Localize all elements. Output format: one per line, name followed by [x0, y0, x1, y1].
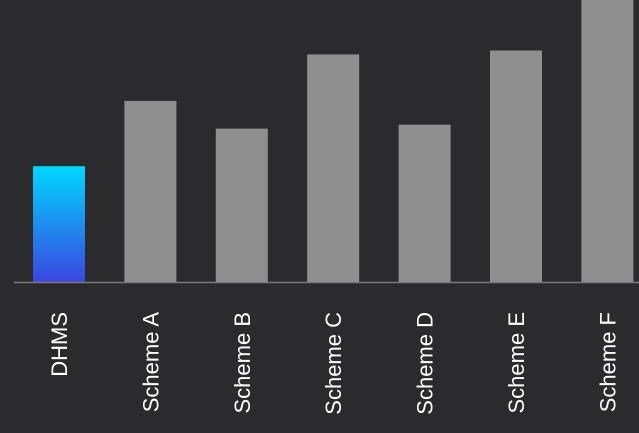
category-label-dhms: DHMS [47, 312, 72, 377]
bar-scheme-b [215, 128, 268, 282]
bar-scheme-f [581, 0, 634, 282]
bar-scheme-d [398, 124, 451, 282]
bar-dhms [33, 166, 85, 282]
category-label-scheme-d: Scheme D [413, 312, 438, 415]
bars-group [33, 0, 634, 283]
bar-scheme-a [124, 100, 177, 283]
bar-scheme-c [307, 54, 360, 283]
category-label-scheme-f: Scheme F [595, 312, 620, 412]
category-label-scheme-a: Scheme A [138, 312, 163, 413]
bar-scheme-e [490, 50, 542, 282]
category-label-scheme-e: Scheme E [504, 312, 529, 414]
category-label-scheme-c: Scheme C [321, 312, 346, 415]
category-label-scheme-b: Scheme B [230, 312, 255, 414]
category-labels-group: DHMS Scheme A Scheme B Scheme C Scheme D Sche… [47, 312, 620, 415]
